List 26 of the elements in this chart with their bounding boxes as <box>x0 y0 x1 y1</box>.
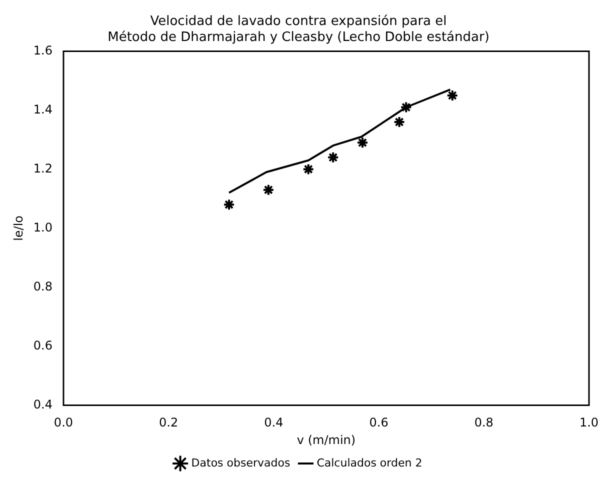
x-axis-title: v (m/min) <box>296 432 356 447</box>
x-tick-label: 0.2 <box>159 416 178 430</box>
point <box>356 136 369 149</box>
point <box>327 151 340 164</box>
y-tick-label: 0.6 <box>33 338 52 352</box>
x-tick-label: 0.8 <box>474 416 494 430</box>
x-tick-label: 0.0 <box>54 416 74 430</box>
chart-title: Velocidad de lavado contra expansión para el Método de Dharmajarah y Cleasby (Lecho Doble estándar) <box>108 14 490 45</box>
point <box>262 184 274 196</box>
y-tick-label: 1.4 <box>33 102 52 116</box>
y-tick-label: 0.8 <box>33 279 52 294</box>
legend-label: Calculados orden 2 <box>316 456 422 470</box>
point <box>446 89 458 102</box>
point <box>302 163 314 176</box>
y-tick-label: 1.6 <box>33 43 52 58</box>
point <box>400 101 412 114</box>
x-tick-label: 1.0 <box>579 416 599 430</box>
y-tick-label: 1.0 <box>33 220 52 234</box>
x-tick-label: 0.6 <box>369 416 388 430</box>
point <box>393 116 406 128</box>
y-tick-label: 0.4 <box>33 397 52 412</box>
legend-label: Datos observados <box>191 456 290 470</box>
point <box>223 198 236 211</box>
y-tick-label: 1.2 <box>33 161 52 176</box>
x-tick-label: 0.4 <box>264 416 284 430</box>
y-axis-title: le/lo <box>11 215 26 241</box>
